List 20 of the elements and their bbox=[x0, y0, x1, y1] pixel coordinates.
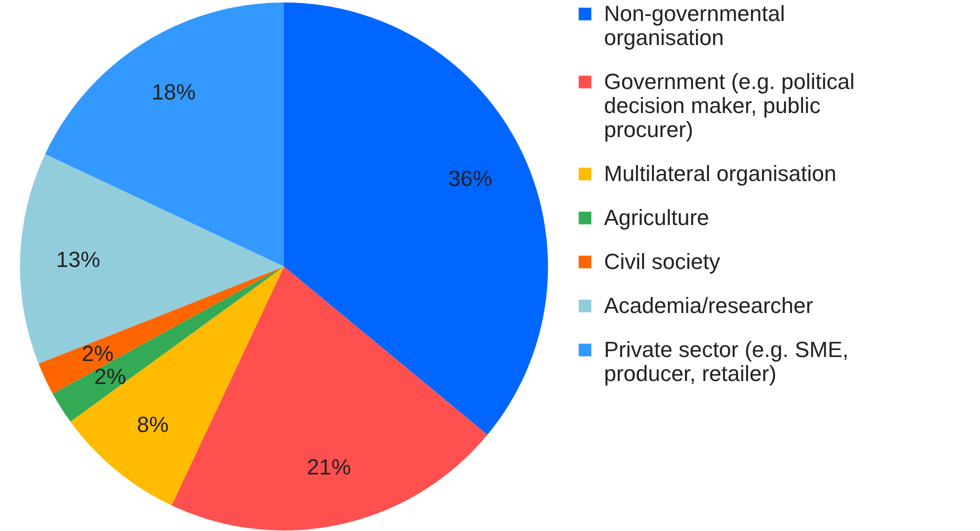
data-label: 21% bbox=[306, 454, 351, 480]
legend-label: Civil society bbox=[604, 249, 720, 274]
pie-slice bbox=[45, 2, 284, 266]
legend-label: Multilateral organisation bbox=[604, 161, 836, 186]
data-label: 13% bbox=[56, 247, 100, 272]
pie-slice bbox=[38, 266, 284, 394]
pie-slice bbox=[70, 266, 284, 506]
data-label: 8% bbox=[136, 412, 169, 438]
pie-slice bbox=[172, 266, 488, 530]
pie-slice bbox=[20, 154, 284, 364]
pie-slice bbox=[284, 2, 548, 435]
legend-label: Agriculture bbox=[604, 205, 710, 230]
data-label: 2% bbox=[82, 341, 114, 366]
legend-label: Academia/researcher bbox=[604, 293, 814, 318]
data-label: 18% bbox=[152, 80, 196, 105]
legend-label: Government (e.g. political decision maker, public procurer) bbox=[604, 69, 855, 142]
data-label: 36% bbox=[448, 166, 492, 191]
legend-label: Private sector (e.g. SME, producer, retailer) bbox=[604, 337, 849, 386]
data-label: 2% bbox=[94, 364, 126, 389]
legend-label: Non-governmental organisation bbox=[604, 1, 785, 50]
